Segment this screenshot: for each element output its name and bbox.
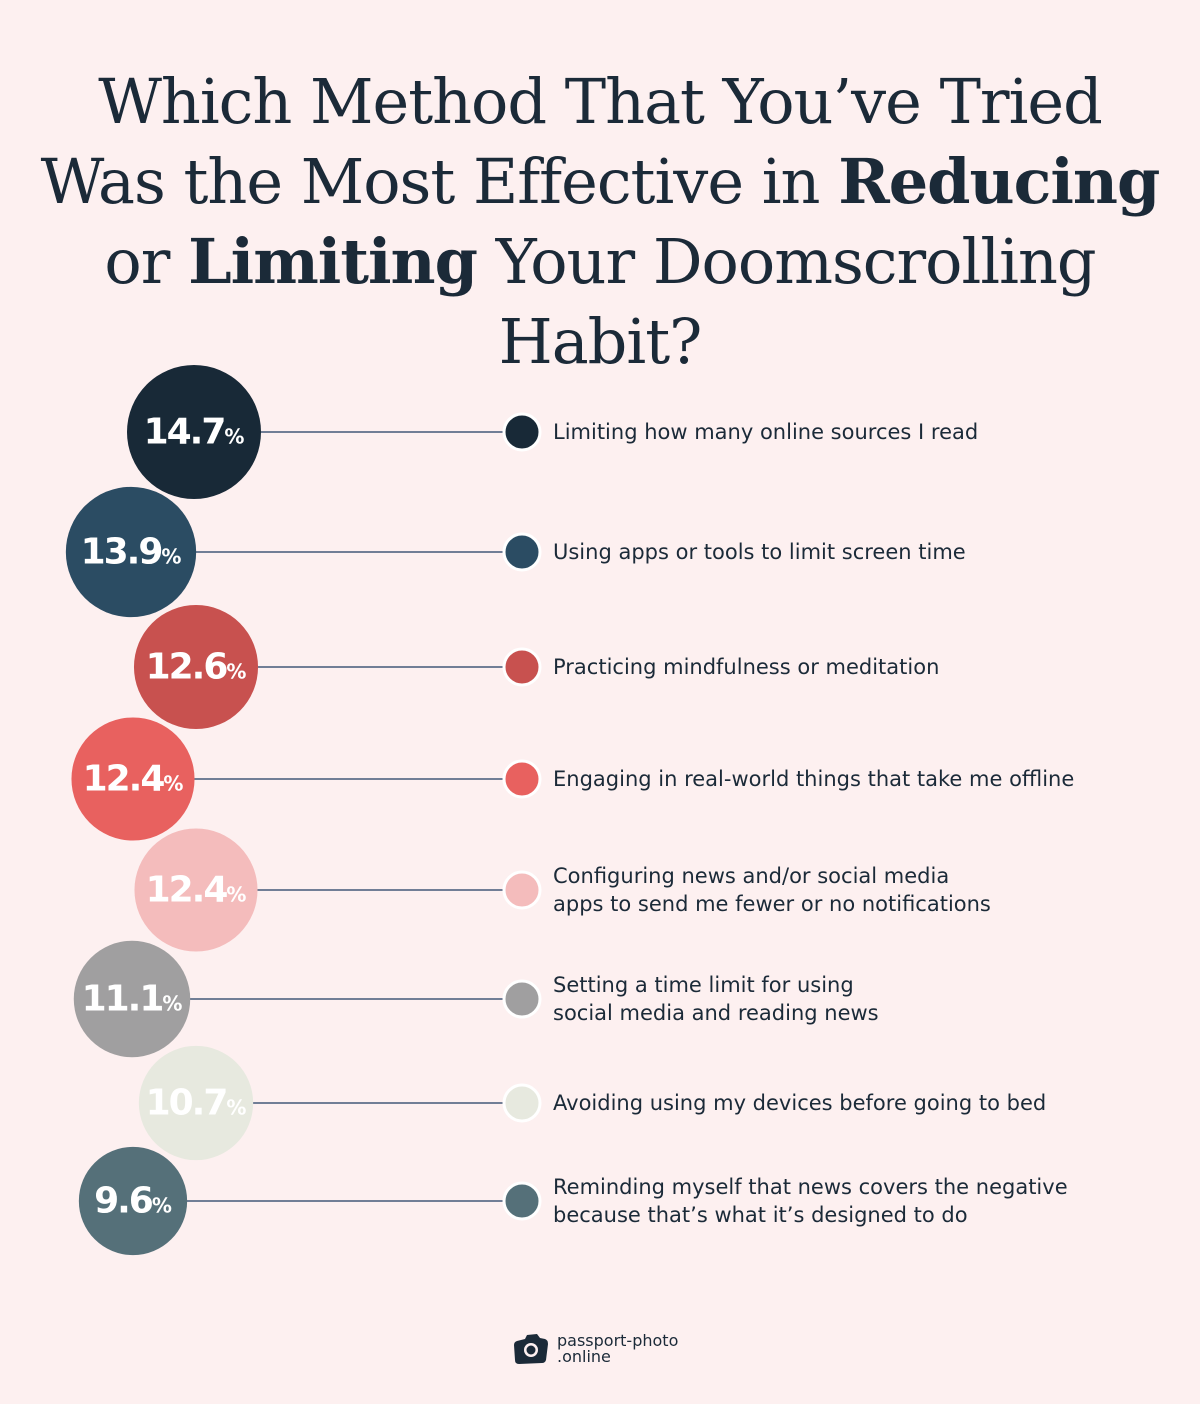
- title-line-2: Was the Most Effective in: [40, 145, 839, 218]
- value-label: 12.6%: [146, 647, 247, 688]
- value-number: 13.9: [80, 531, 164, 573]
- legend-dot: [502, 1181, 542, 1221]
- percent-sign: %: [151, 1193, 172, 1218]
- title-line-3-end: Your Doomscrolling Habit?: [476, 225, 1097, 378]
- value-label: 9.6%: [94, 1181, 172, 1222]
- percent-sign: %: [224, 424, 245, 449]
- value-bubble: [133, 604, 259, 730]
- logo-text-line-1: passport-photo: [557, 1331, 679, 1350]
- category-label: Engaging in real-world things that take …: [553, 767, 1075, 791]
- legend-dot: [502, 412, 542, 452]
- percent-sign: %: [162, 991, 183, 1016]
- category-label: Reminding myself that news covers the ne…: [553, 1175, 1068, 1227]
- value-number: 12.6: [145, 646, 229, 688]
- value-number: 14.7: [143, 411, 227, 453]
- legend-dot: [502, 870, 542, 910]
- chart-title: Which Method That You’ve Tried Was the Mo…: [0, 62, 1200, 382]
- value-label: 13.9%: [81, 532, 182, 573]
- category-label: Setting a time limit for using social me…: [553, 973, 879, 1025]
- title-bold-reducing: Reducing: [838, 145, 1160, 218]
- logo-text-line-2: .online: [557, 1347, 611, 1366]
- legend-dot: [502, 1083, 542, 1123]
- value-bubble: [138, 1045, 254, 1161]
- value-bubble: [71, 717, 195, 841]
- value-bubble: [73, 940, 191, 1058]
- title-line-3: or: [104, 225, 189, 298]
- percent-sign: %: [226, 659, 247, 684]
- category-label: Using apps or tools to limit screen time: [553, 540, 966, 564]
- percent-sign: %: [226, 882, 247, 907]
- legend-dot: [502, 532, 542, 572]
- value-bubble: [134, 828, 258, 952]
- percent-sign: %: [161, 544, 182, 569]
- value-label: 12.4%: [83, 759, 184, 800]
- category-label: Limiting how many online sources I read: [553, 420, 979, 444]
- value-number: 11.1: [81, 978, 165, 1020]
- percent-sign: %: [226, 1095, 247, 1120]
- value-label: 14.7%: [144, 412, 245, 453]
- title-line-1: Which Method That You’ve Tried: [98, 65, 1103, 138]
- category-label: Avoiding using my devices before going t…: [553, 1091, 1047, 1115]
- percent-sign: %: [163, 771, 184, 796]
- value-label: 11.1%: [82, 979, 183, 1020]
- value-bubble: [127, 365, 261, 499]
- value-label: 10.7%: [146, 1083, 247, 1124]
- camera-icon: [514, 1334, 548, 1364]
- value-bubble: [78, 1146, 188, 1256]
- legend-dot: [502, 979, 542, 1019]
- category-label: Practicing mindfulness or meditation: [553, 655, 940, 679]
- value-number: 10.7: [145, 1082, 229, 1124]
- category-label: Configuring news and/or social media app…: [553, 864, 991, 916]
- value-number: 12.4: [145, 869, 229, 911]
- logo: passport-photo .online: [513, 1333, 678, 1365]
- value-bubble: [65, 486, 197, 618]
- value-number: 12.4: [82, 758, 166, 800]
- legend-dot: [502, 759, 542, 799]
- title-bold-limiting: Limiting: [188, 225, 478, 298]
- value-label: 12.4%: [146, 870, 247, 911]
- legend-dot: [502, 647, 542, 687]
- value-number: 9.6: [94, 1180, 154, 1222]
